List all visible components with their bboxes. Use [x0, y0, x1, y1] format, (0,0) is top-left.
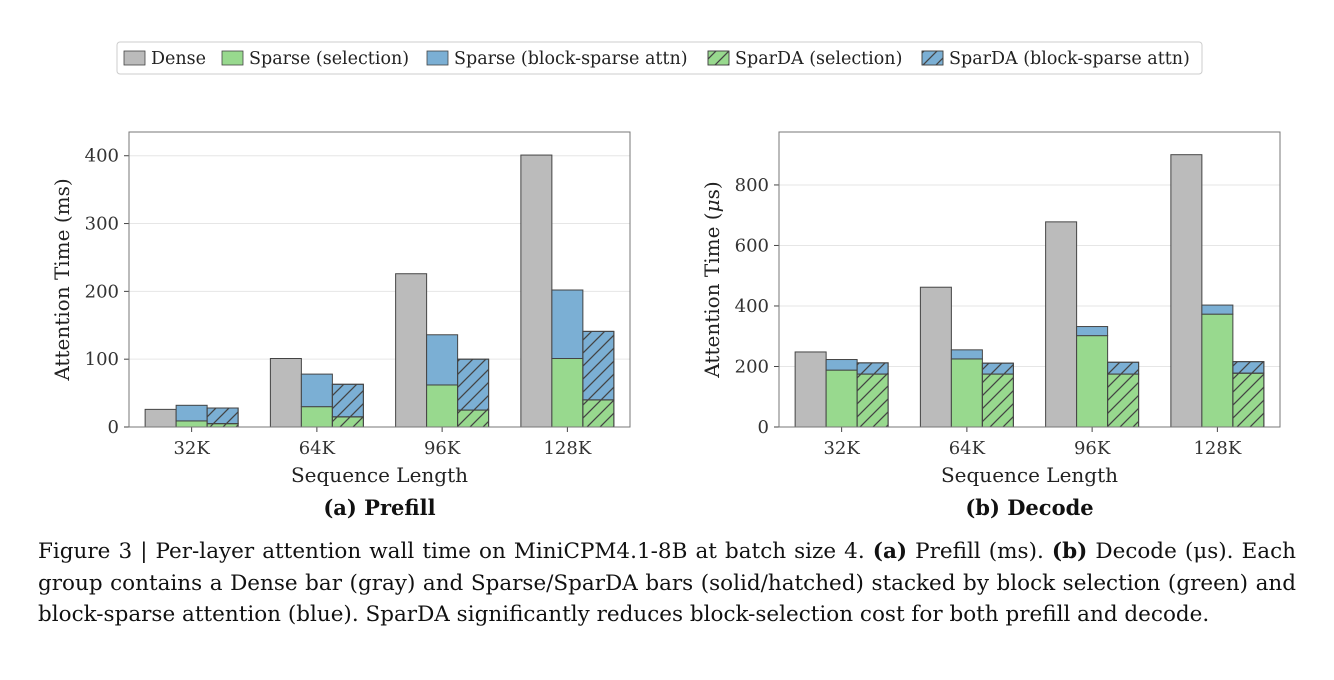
bar-sparda-attn-128k-hatch	[1232, 361, 1265, 374]
bar-sparse-selection-64k	[950, 358, 983, 428]
legend-label-sparse-block-sparse-attn: Sparse (block-sparse attn)	[454, 49, 688, 69]
legend-frame	[116, 41, 1203, 75]
bar-sparda-selection-32k-hatch	[856, 373, 889, 428]
bar-dense-64k	[269, 358, 302, 428]
bar-sparse-attn-32k	[175, 404, 208, 422]
legend-label-sparda-block-sparse-attn: SparDA (block-sparse attn)	[949, 49, 1190, 69]
bar-sparse-selection-128k	[1201, 313, 1234, 428]
bar-sparda-selection-64k-hatch	[331, 416, 364, 428]
bar-dense-128k	[1170, 154, 1203, 428]
y-tick-label: 200	[85, 281, 119, 302]
bar-sparse-attn-32k	[825, 359, 858, 371]
caption-a-label: (a)	[872, 539, 908, 564]
legend-swatch-sparse-block-sparse-attn	[426, 50, 449, 66]
x-axis-label: Sequence Length	[941, 463, 1118, 487]
y-tick-label: 100	[85, 349, 119, 370]
y-tick-label: 0	[758, 417, 769, 438]
legend-swatch-dense	[123, 50, 146, 66]
y-tick-label: 300	[85, 214, 119, 235]
bar-sparda-selection-64k-hatch	[981, 373, 1014, 428]
y-tick-label: 400	[735, 296, 769, 317]
bar-sparda-selection-128k-hatch	[1232, 372, 1265, 428]
legend-swatch-sparse-selection	[221, 50, 244, 66]
x-tick-label-96k: 96K	[424, 438, 461, 459]
x-tick-label-128k: 128K	[1193, 438, 1241, 459]
caption-a-text: Prefill (ms).	[915, 539, 1044, 564]
y-tick-label: 400	[85, 146, 119, 167]
bar-sparda-attn-96k-hatch	[457, 358, 490, 411]
figure-caption: Figure 3 | Per-layer attention wall time…	[38, 536, 1296, 631]
bar-sparda-attn-32k-hatch	[206, 407, 239, 425]
bar-dense-64k	[919, 286, 952, 428]
bar-sparda-selection-128k-hatch	[582, 399, 615, 428]
bar-dense-96k	[395, 273, 428, 428]
y-axis-label: Attention Time (μs)	[700, 181, 724, 378]
bar-sparse-attn-64k	[950, 349, 983, 360]
bar-sparda-selection-96k-hatch	[1107, 373, 1140, 428]
x-tick-label-96k: 96K	[1074, 438, 1111, 459]
bar-sparda-attn-96k-hatch	[1107, 361, 1140, 375]
x-tick-label-32k: 32K	[823, 438, 860, 459]
bar-sparse-selection-128k	[551, 358, 584, 428]
y-axis-label: Attention Time (ms)	[50, 178, 74, 381]
caption-b-label: (b)	[1051, 539, 1088, 564]
plot-frame	[128, 131, 631, 428]
decode-panel: 0 200 400 600 800 32K 64K 96K 128K Sequence Lengt…	[700, 131, 1281, 520]
caption-b-text: Decode (μs).	[1095, 539, 1234, 564]
caption-label: Figure 3 | Per-layer attention wall time…	[38, 539, 865, 564]
bar-sparse-attn-64k	[300, 373, 333, 408]
bar-sparda-selection-96k-hatch	[457, 409, 490, 428]
legend-hatch-sparda-block-sparse-attn	[921, 50, 944, 66]
bar-sparda-selection-32k-hatch	[206, 423, 239, 428]
bar-sparse-selection-96k	[426, 384, 459, 428]
panel-title: (b) Decode	[965, 495, 1093, 520]
panel-title: (a) Prefill	[323, 495, 435, 520]
caption-body: Each group contains a Dense bar (gray) a…	[38, 539, 1296, 627]
bar-sparda-attn-128k-hatch	[582, 330, 615, 401]
bar-sparda-attn-64k-hatch	[981, 362, 1014, 375]
bar-sparse-selection-96k	[1076, 335, 1109, 428]
prefill-panel: 0 100 200 300 400 32K 64K 96K 128K Sequence Lengt…	[50, 131, 631, 520]
bar-dense-128k	[520, 154, 553, 428]
x-tick-label-64k: 64K	[299, 438, 336, 459]
plot-frame	[778, 131, 1281, 428]
figure: Dense Sparse (selection) Sparse (block-spa…	[50, 41, 1281, 520]
legend-hatch-sparda-selection	[707, 50, 730, 66]
bar-sparse-selection-64k	[300, 406, 333, 428]
y-tick-label: 200	[735, 356, 769, 377]
legend-label-sparda-selection: SparDA (selection)	[735, 49, 902, 69]
legend: Dense Sparse (selection) Sparse (block-spa…	[116, 41, 1203, 75]
legend-label-sparse-selection: Sparse (selection)	[249, 49, 409, 69]
y-tick-label: 800	[735, 175, 769, 196]
bar-sparda-attn-64k-hatch	[331, 383, 364, 418]
x-tick-label-128k: 128K	[543, 438, 591, 459]
y-tick-label: 600	[735, 235, 769, 256]
bar-dense-32k	[144, 408, 177, 428]
bar-sparse-selection-32k	[175, 420, 208, 428]
bar-dense-96k	[1045, 221, 1078, 428]
x-tick-label-32k: 32K	[173, 438, 210, 459]
bar-sparse-attn-96k	[426, 334, 459, 386]
bar-sparse-attn-96k	[1076, 326, 1109, 337]
bar-sparse-selection-32k	[825, 369, 858, 428]
bar-dense-32k	[794, 351, 827, 428]
bar-sparse-attn-128k	[551, 289, 584, 360]
y-tick-label: 0	[108, 417, 119, 438]
bar-sparda-attn-32k-hatch	[856, 362, 889, 375]
bar-sparse-attn-128k	[1201, 304, 1234, 315]
x-axis-label: Sequence Length	[291, 463, 468, 487]
legend-label-dense: Dense	[151, 49, 206, 69]
x-tick-label-64k: 64K	[949, 438, 986, 459]
